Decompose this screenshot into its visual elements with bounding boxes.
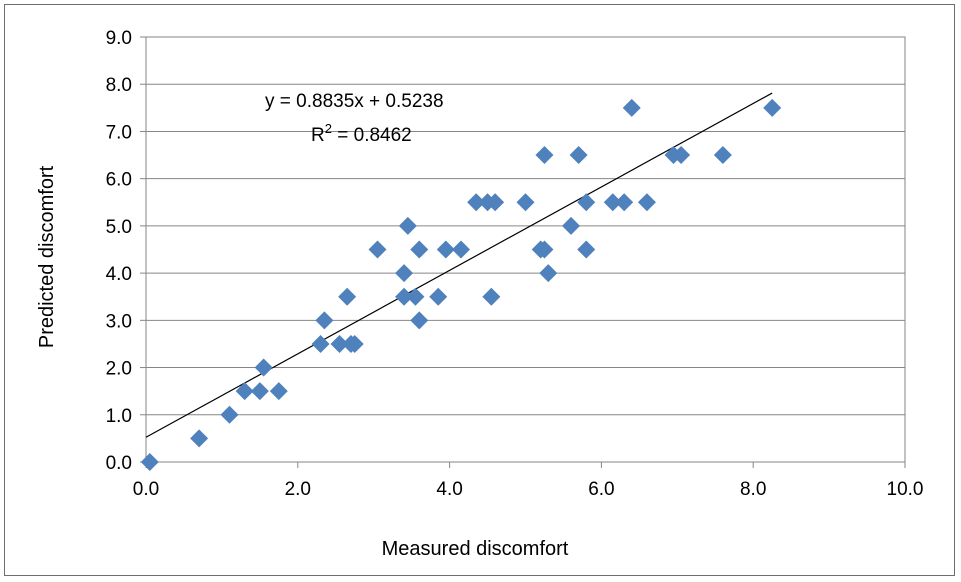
data-point	[622, 98, 641, 117]
data-point	[539, 264, 558, 283]
data-point	[516, 193, 535, 212]
data-point	[569, 146, 588, 165]
data-point	[235, 382, 254, 401]
data-point	[406, 287, 425, 306]
data-point	[368, 240, 387, 259]
data-point	[562, 216, 581, 235]
r-squared-value: = 0.8462	[332, 125, 412, 146]
data-point	[410, 240, 429, 259]
data-points	[140, 98, 782, 471]
data-point	[410, 311, 429, 330]
trendline	[145, 92, 773, 438]
data-point	[535, 146, 554, 165]
data-point	[398, 216, 417, 235]
x-tick-label: 8.0	[740, 479, 766, 500]
data-point	[763, 98, 782, 117]
y-tick-label: 9.0	[106, 28, 132, 49]
data-point	[451, 240, 470, 259]
data-point	[315, 311, 334, 330]
data-point	[467, 193, 486, 212]
trendline-equation: y = 0.8835x + 0.5238	[265, 91, 444, 112]
data-point	[190, 429, 209, 448]
data-point	[311, 334, 330, 353]
y-tick-label: 3.0	[106, 311, 132, 332]
y-tick-label: 8.0	[106, 75, 132, 96]
r-squared-label: R2 = 0.8462	[311, 121, 412, 146]
data-point	[395, 264, 414, 283]
y-tick-label: 0.0	[106, 453, 132, 474]
data-point	[603, 193, 622, 212]
data-point	[429, 287, 448, 306]
x-tick-label: 2.0	[285, 479, 311, 500]
x-tick-label: 4.0	[436, 479, 462, 500]
data-point	[140, 453, 159, 471]
x-tick-label: 6.0	[588, 479, 614, 500]
y-tick-label: 1.0	[106, 406, 132, 427]
data-point	[615, 193, 634, 212]
y-tick-label: 2.0	[106, 359, 132, 380]
y-axis-ticks: 0.0 1.0 2.0 3.0 4.0 5.0 6.0 7.0 8.0 9.0	[106, 28, 146, 474]
data-point	[330, 334, 349, 353]
data-point	[637, 193, 656, 212]
data-point	[577, 193, 596, 212]
data-point	[269, 382, 288, 401]
y-tick-label: 4.0	[106, 264, 132, 285]
x-tick-label: 10.0	[887, 479, 924, 500]
data-point	[577, 240, 596, 259]
data-point	[345, 334, 364, 353]
data-point	[672, 146, 691, 165]
data-point	[486, 193, 505, 212]
data-point	[436, 240, 455, 259]
r-squared-superscript: 2	[325, 121, 332, 136]
data-point	[535, 240, 554, 259]
data-point	[482, 287, 501, 306]
data-point	[395, 287, 414, 306]
y-tick-label: 6.0	[106, 170, 132, 191]
data-point	[250, 382, 269, 401]
x-tick-label: 0.0	[133, 479, 159, 500]
data-point	[254, 358, 273, 377]
chart-frame: 0.0 1.0 2.0 3.0 4.0 5.0 6.0 7.0 8.0 9.0 0.0 2.0 4.0…	[4, 4, 955, 576]
y-axis-title: Predicted discomfort	[36, 165, 58, 348]
data-point	[713, 146, 732, 165]
y-tick-label: 7.0	[106, 122, 132, 143]
data-point	[338, 287, 357, 306]
r-squared-prefix: R	[311, 125, 325, 146]
scatter-chart: 0.0 1.0 2.0 3.0 4.0 5.0 6.0 7.0 8.0 9.0 0.0 2.0 4.0…	[36, 28, 924, 560]
y-tick-label: 5.0	[106, 217, 132, 238]
x-axis-ticks: 0.0 2.0 4.0 6.0 8.0 10.0	[133, 462, 924, 500]
x-axis-title: Measured discomfort	[382, 538, 569, 560]
plot-area	[145, 36, 906, 463]
data-point	[220, 405, 239, 424]
